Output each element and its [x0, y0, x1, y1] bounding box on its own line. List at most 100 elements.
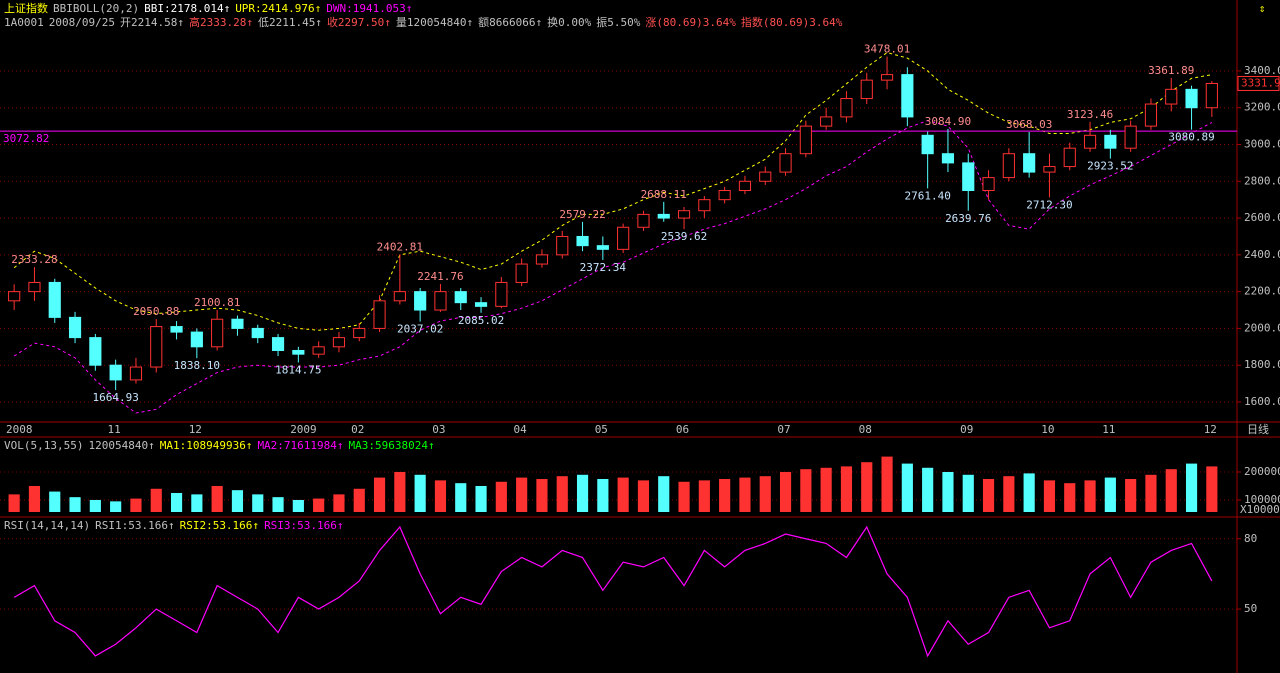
header-item: 指数(80.69)3.64%: [740, 16, 843, 29]
header-item: MA2:71611984↑: [257, 439, 344, 452]
volume-bar: [536, 478, 548, 512]
candle-body: [1104, 134, 1117, 149]
candle-body: [921, 134, 934, 155]
volume-bar: [820, 467, 832, 512]
candle-body: [941, 153, 955, 164]
volume-bar: [597, 478, 609, 512]
rsi-header: RSI(14,14,14) RSI1:53.166↑ RSI2:53.166↑ RSI…: [4, 519, 344, 532]
candle-body: [759, 171, 772, 182]
volume-bar: [272, 497, 284, 512]
volume-bar: [333, 494, 345, 512]
candle-body: [1165, 88, 1178, 105]
candle-body: [1185, 88, 1198, 109]
candle-body: [515, 263, 528, 283]
candle-body: [251, 327, 264, 339]
current-price: 3331.9: [1241, 76, 1280, 89]
header-item: 额8666066↑: [478, 16, 543, 29]
header-item: 1A0001: [4, 16, 44, 29]
candle-body: [312, 346, 325, 355]
low-label: 1838.10: [174, 359, 220, 372]
volume-bar: [617, 477, 629, 512]
x-tick-label: 11: [108, 423, 121, 436]
volume-bar: [191, 494, 203, 512]
header-item: 振5.50%: [596, 16, 641, 29]
volume-bar: [800, 469, 812, 512]
candle-body: [596, 245, 609, 250]
quote-header: 1A0001 2008/09/25 开2214.58↑ 高2333.28↑ 低2211.…: [4, 16, 842, 29]
x-tick-label: 04: [514, 423, 528, 436]
volume-bar: [901, 463, 913, 512]
volume-bar: [475, 485, 487, 512]
volume-bar: [840, 466, 853, 512]
volume-bar: [982, 478, 995, 512]
header-item: RSI3:53.166↑: [264, 519, 344, 532]
candle-body: [332, 337, 346, 348]
low-label: 1664.93: [92, 391, 138, 404]
candle-body: [1205, 82, 1218, 109]
candle-body: [962, 162, 975, 191]
candle-body: [556, 235, 569, 256]
header-item: 低2211.45↑: [257, 16, 322, 29]
header-item: BBI:2178.014↑: [144, 2, 231, 15]
high-label: 2100.81: [194, 296, 240, 309]
volume-bar: [1206, 466, 1218, 512]
x-tick-label: 12: [1204, 423, 1217, 436]
volume-bar: [1064, 483, 1076, 512]
header-item: DWN:1941.053↑: [326, 2, 413, 15]
volume-bar: [353, 488, 365, 512]
y-tick-label: 2800.0: [1244, 174, 1280, 187]
header-item: 上证指数: [4, 2, 48, 15]
y-tick-label: 1800.0: [1244, 358, 1280, 371]
x-tick-label: 06: [676, 423, 689, 436]
x-tick-label: 2008: [6, 423, 33, 436]
header-item: 量120054840↑: [395, 16, 474, 29]
volume-bar: [739, 477, 751, 512]
volume-bar: [1003, 476, 1015, 512]
y-tick-label: 3000.0: [1244, 138, 1280, 151]
volume-bar: [313, 498, 325, 512]
volume-bar: [28, 485, 41, 512]
volume-bar: [89, 499, 101, 512]
resize-icon[interactable]: ⇕: [1259, 2, 1266, 15]
y-tick-label: 2200.0: [1244, 285, 1280, 298]
candle-body: [982, 177, 995, 191]
x-tick-label: 02: [351, 423, 364, 436]
header-item: 2008/09/25: [48, 16, 115, 29]
y-tick-label: 2000.0: [1244, 321, 1280, 334]
candle-body: [779, 153, 792, 173]
high-label: 2050.88: [133, 305, 179, 318]
volume-bar: [8, 494, 20, 512]
candle-body: [474, 302, 488, 307]
candle-body: [698, 199, 711, 212]
candle-body: [495, 281, 508, 307]
candle-body: [657, 213, 670, 219]
high-label: 2402.81: [377, 240, 423, 253]
volume-bar: [1104, 477, 1116, 512]
volume-bar: [455, 483, 467, 512]
candle-body: [576, 235, 589, 247]
x-tick-label: 05: [595, 423, 608, 436]
candle-body: [677, 210, 691, 219]
volume-bar: [211, 485, 223, 512]
volume-bar: [1145, 474, 1157, 512]
volume-bar: [516, 477, 528, 512]
candle-body: [901, 74, 914, 118]
candle-body: [454, 291, 467, 304]
candle-body: [109, 364, 122, 381]
candle-body: [292, 349, 305, 355]
candle-body: [68, 316, 82, 339]
upper-band: [13, 52, 1212, 331]
candle-body: [1144, 103, 1158, 127]
high-label: 2241.76: [417, 270, 463, 283]
volume-bar: [759, 476, 771, 512]
header-item: MA1:108949936↑: [159, 439, 253, 452]
low-label: 2372.34: [580, 261, 627, 274]
volume-bar: [698, 480, 710, 512]
candle-body: [190, 331, 203, 348]
volume-bar: [1165, 469, 1177, 512]
current-price-box: [1237, 75, 1280, 91]
x-tick-label: 12: [189, 423, 202, 436]
volume-bar: [170, 492, 183, 512]
candle-body: [353, 327, 366, 339]
